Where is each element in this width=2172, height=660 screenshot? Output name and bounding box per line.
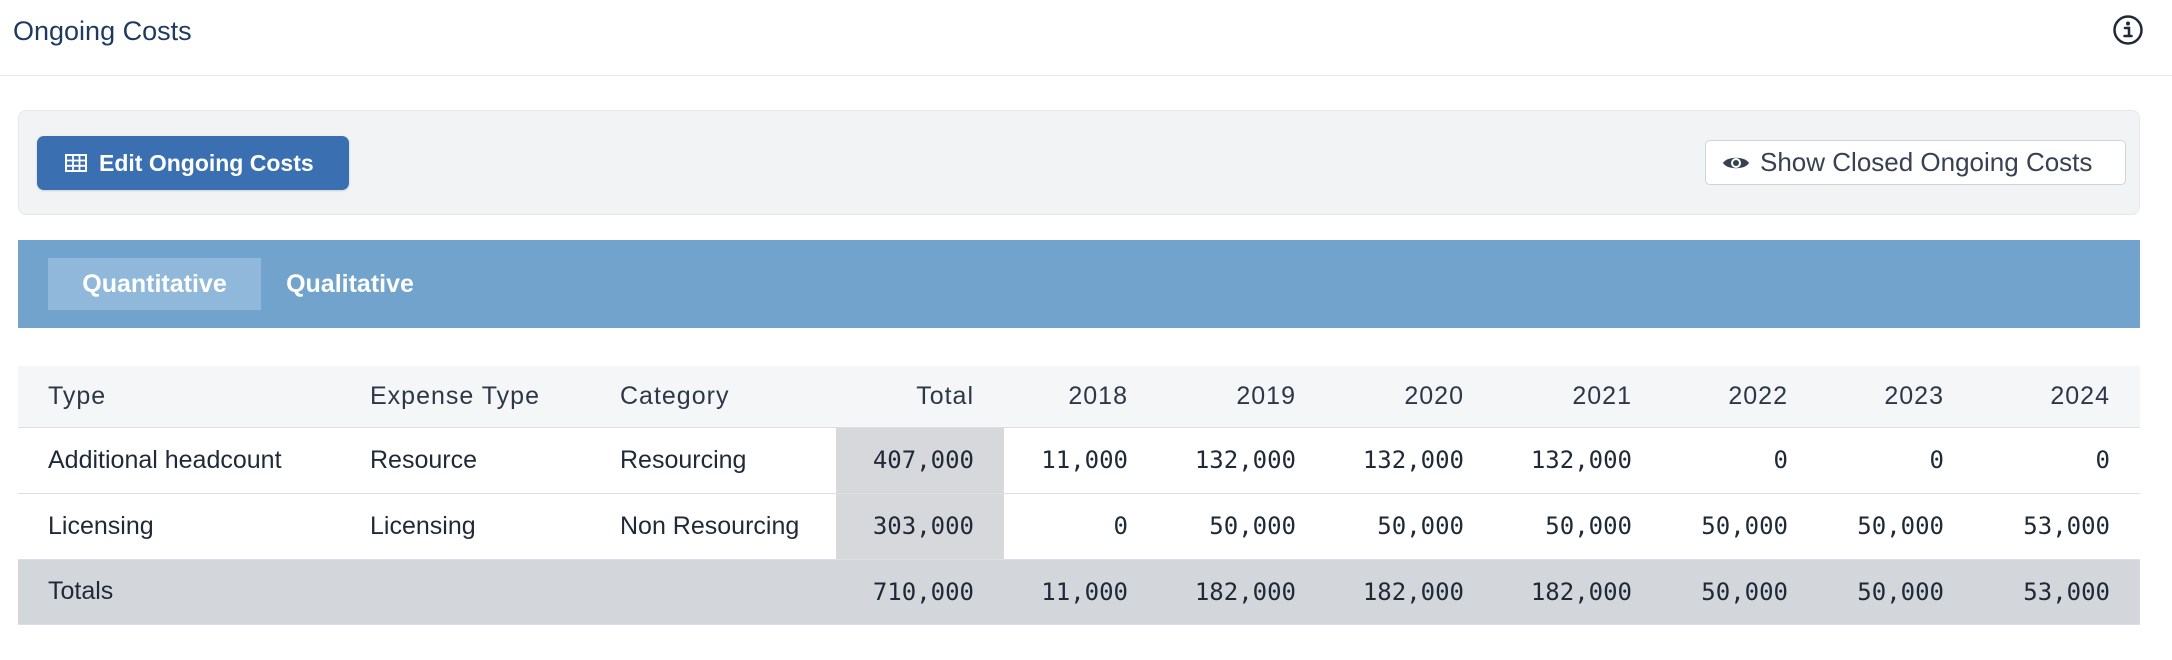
toolbar: Edit Ongoing Costs Show Closed Ongoing C…	[18, 110, 2140, 215]
cell-expense-type: Resource	[370, 445, 477, 474]
cell-year-2020: 132,000	[1362, 446, 1464, 474]
show-closed-ongoing-costs-button[interactable]: Show Closed Ongoing Costs	[1705, 140, 2126, 185]
cell-total: 407,000	[836, 427, 1004, 493]
cell-year-2023: 0	[1929, 446, 1944, 474]
info-icon[interactable]	[2112, 14, 2144, 46]
table-row[interactable]: Licensing Licensing Non Resourcing 303,0…	[18, 493, 2140, 559]
totals-year-2018: 11,000	[1041, 577, 1128, 606]
totals-empty-cell	[590, 559, 836, 624]
cell-year-2018: 0	[1113, 512, 1128, 540]
cell-type: Additional headcount	[48, 445, 282, 474]
totals-empty-cell	[340, 559, 590, 624]
edit-ongoing-costs-label: Edit Ongoing Costs	[99, 149, 314, 176]
totals-label: Totals	[48, 577, 114, 605]
column-header-category[interactable]: Category	[590, 366, 836, 428]
cell-year-2022: 0	[1773, 446, 1788, 474]
cell-year-2019: 50,000	[1209, 512, 1296, 540]
show-closed-ongoing-costs-label: Show Closed Ongoing Costs	[1760, 147, 2093, 177]
table-grid-icon	[65, 154, 87, 172]
cell-year-2021: 132,000	[1530, 446, 1632, 474]
page-title: Ongoing Costs	[13, 16, 192, 46]
column-header-expense-type[interactable]: Expense Type	[340, 366, 590, 428]
column-header-2018[interactable]: 2018	[1004, 366, 1158, 428]
tab-qualitative[interactable]: Qualitative	[286, 269, 414, 298]
cell-year-2023: 50,000	[1857, 512, 1944, 540]
cell-year-2018: 11,000	[1041, 446, 1128, 474]
column-header-type[interactable]: Type	[18, 366, 340, 428]
totals-year-2023: 50,000	[1857, 577, 1944, 606]
cell-year-2024: 53,000	[2023, 512, 2110, 540]
table-header-row: Type Expense Type Category Total 2018 20…	[18, 366, 2140, 428]
totals-year-2021: 182,000	[1530, 577, 1632, 606]
column-header-2024[interactable]: 2024	[1974, 366, 2140, 428]
cell-total: 303,000	[836, 493, 1004, 559]
edit-ongoing-costs-button[interactable]: Edit Ongoing Costs	[37, 136, 349, 190]
cell-category: Non Resourcing	[620, 511, 800, 540]
table-row[interactable]: Additional headcount Resource Resourcing…	[18, 427, 2140, 493]
totals-year-2020: 182,000	[1362, 577, 1464, 606]
panel-header: Ongoing Costs	[0, 0, 2172, 76]
cell-year-2022: 50,000	[1701, 512, 1788, 540]
totals-year-2022: 50,000	[1701, 577, 1788, 606]
totals-year-2024: 53,000	[2023, 577, 2110, 606]
cell-expense-type: Licensing	[370, 511, 476, 540]
column-header-2019[interactable]: 2019	[1158, 366, 1326, 428]
column-header-2022[interactable]: 2022	[1662, 366, 1818, 428]
totals-year-2019: 182,000	[1194, 577, 1296, 606]
cell-year-2020: 50,000	[1377, 512, 1464, 540]
tabs-bar: Quantitative Qualitative	[18, 240, 2140, 328]
cell-year-2021: 50,000	[1545, 512, 1632, 540]
totals-total: 710,000	[872, 577, 974, 606]
eye-icon	[1723, 157, 1749, 168]
cell-category: Resourcing	[620, 445, 747, 474]
tab-quantitative[interactable]: Quantitative	[48, 258, 261, 310]
ongoing-costs-table: Type Expense Type Category Total 2018 20…	[18, 366, 2140, 625]
column-header-2023[interactable]: 2023	[1818, 366, 1974, 428]
cell-type: Licensing	[48, 511, 154, 540]
cell-year-2024: 0	[2095, 446, 2110, 474]
cell-year-2019: 132,000	[1194, 446, 1296, 474]
column-header-2021[interactable]: 2021	[1494, 366, 1662, 428]
totals-row: Totals 710,000 11,000 182,000 182,000 18…	[18, 559, 2140, 624]
column-header-2020[interactable]: 2020	[1326, 366, 1494, 428]
column-header-total[interactable]: Total	[836, 366, 1004, 428]
